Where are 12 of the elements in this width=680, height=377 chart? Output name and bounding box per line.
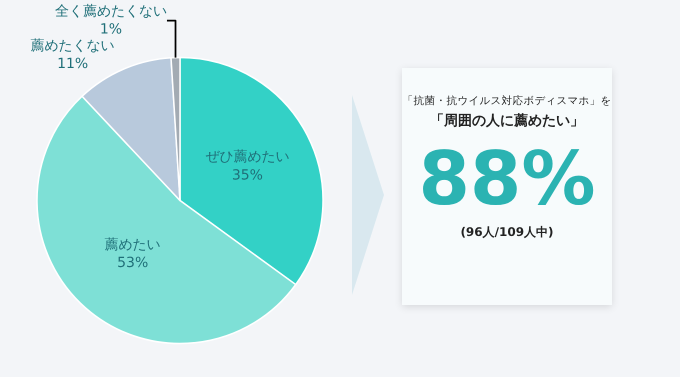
text: 「抗菌・抗ウイルス対応ボディスマホ」を (402, 94, 612, 108)
text: 「周囲の人に薦めたい」 (429, 112, 585, 130)
slice-label: 薦めたくない (30, 38, 115, 54)
slice-label: 薦めたい (104, 237, 161, 254)
text: 88% (417, 135, 597, 224)
text: (96人/109人中) (459, 224, 555, 241)
data-label: 11% (57, 56, 88, 72)
data-label: 1% (100, 22, 122, 38)
data-label: 35% (232, 167, 263, 184)
slice-label: 全く薦めたくない (54, 4, 167, 20)
slice-label: ぜひ薦めたい (205, 149, 290, 166)
data-label: 53% (117, 255, 148, 272)
